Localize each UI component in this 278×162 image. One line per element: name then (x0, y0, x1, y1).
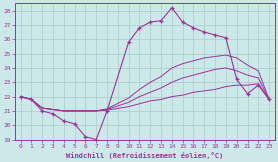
X-axis label: Windchill (Refroidissement éolien,°C): Windchill (Refroidissement éolien,°C) (66, 151, 224, 159)
